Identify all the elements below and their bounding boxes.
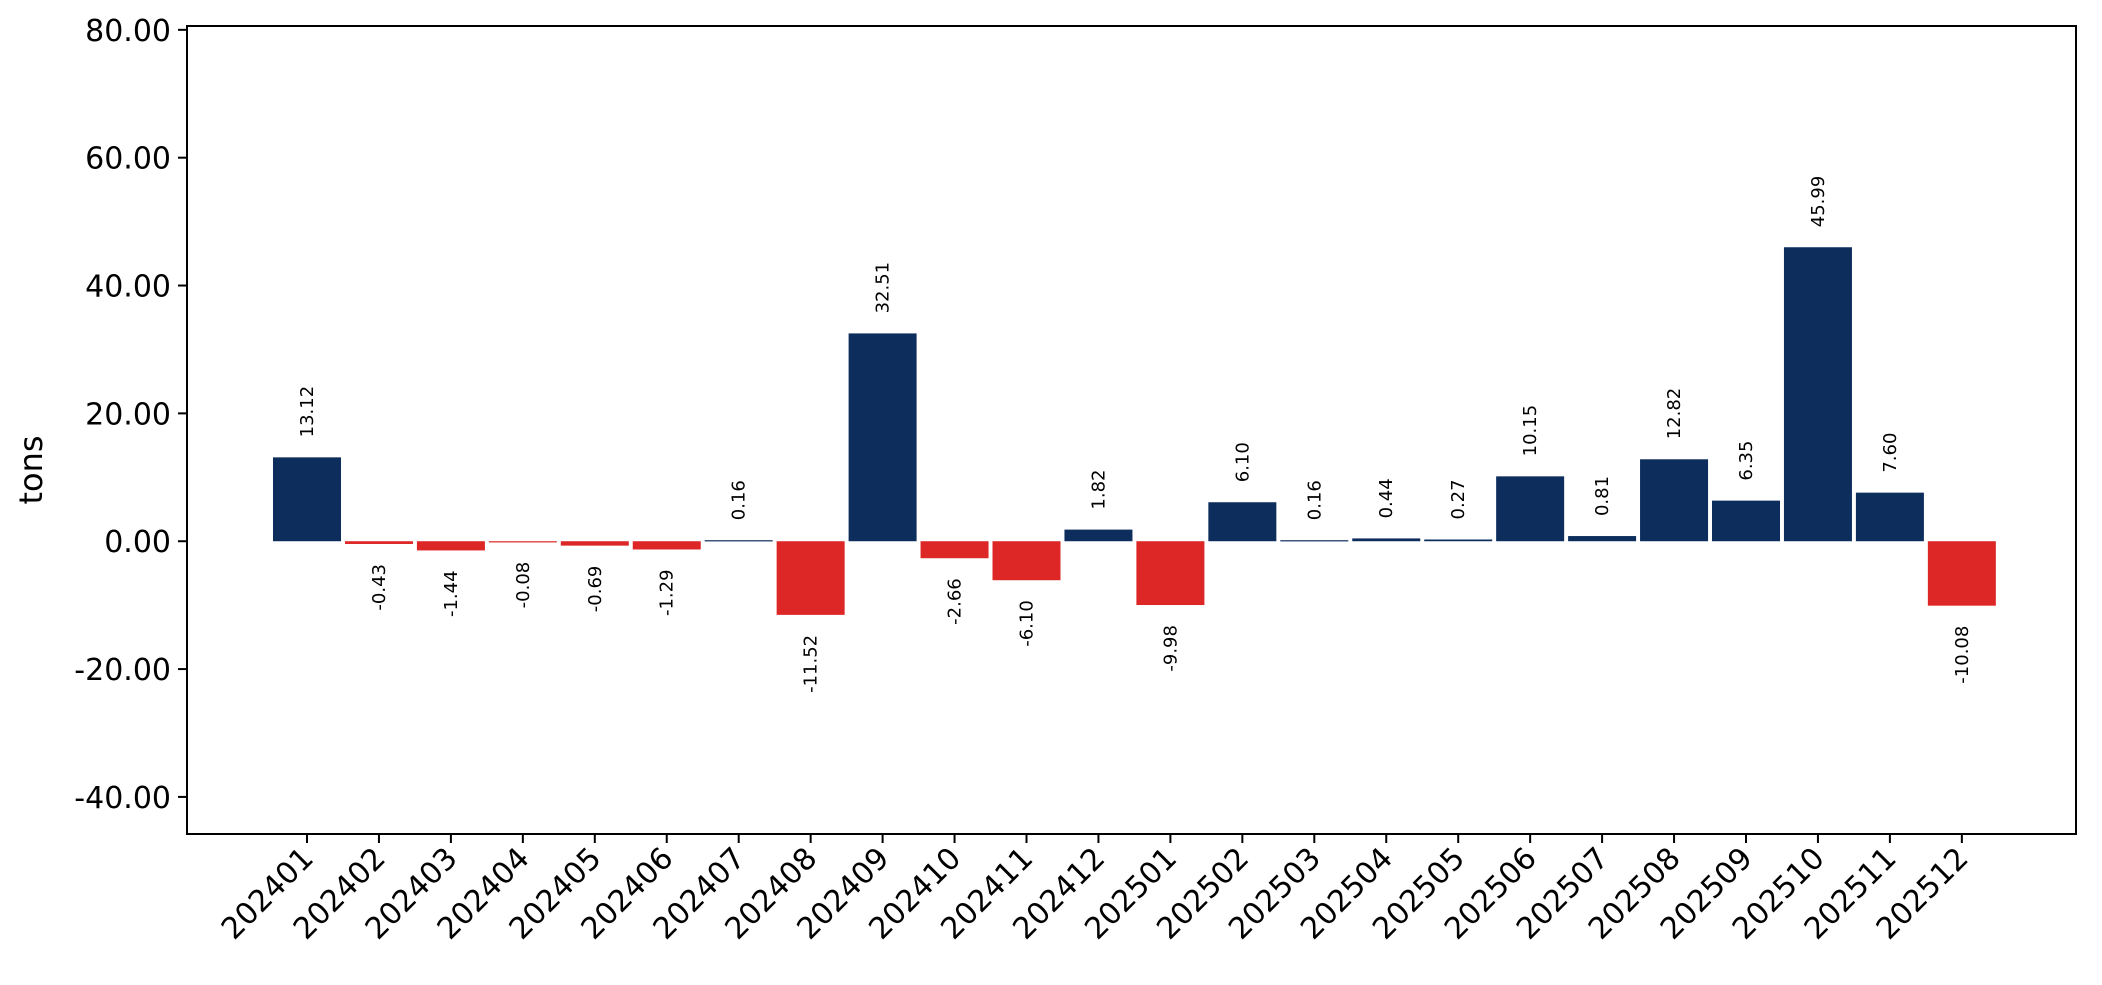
bar-202501 xyxy=(1136,541,1205,606)
value-label-202507: 0.81 xyxy=(1592,476,1613,516)
bar-202502 xyxy=(1208,502,1277,542)
bar-202408 xyxy=(776,541,845,615)
value-label-202401: 13.12 xyxy=(297,386,318,438)
y-tick-label: 20.00 xyxy=(85,397,171,432)
plot-frame xyxy=(186,25,2077,835)
value-label-202501: -9.98 xyxy=(1160,625,1181,672)
bar-202406 xyxy=(632,541,701,550)
bar-202512 xyxy=(1927,541,1996,606)
value-label-202509: 6.35 xyxy=(1736,441,1757,481)
bar-202407 xyxy=(704,540,773,542)
value-label-202404: -0.08 xyxy=(513,562,534,609)
y-tick-label: 60.00 xyxy=(85,142,171,177)
y-tick-label: -40.00 xyxy=(74,781,171,816)
y-tick-label: -20.00 xyxy=(74,653,171,688)
bar-202403 xyxy=(416,541,485,551)
bar-202509 xyxy=(1712,500,1780,542)
value-label-202408: -11.52 xyxy=(801,635,822,693)
value-label-202511: 7.60 xyxy=(1880,433,1901,473)
bars-group xyxy=(273,247,1996,615)
y-tick-label: 0.00 xyxy=(104,525,171,560)
bar-202503 xyxy=(1280,540,1349,542)
bar-202510 xyxy=(1783,247,1852,542)
value-label-202410: -2.66 xyxy=(945,578,966,625)
value-label-202505: 0.27 xyxy=(1448,479,1469,519)
bar-202409 xyxy=(848,333,917,542)
value-label-202402: -0.43 xyxy=(369,564,390,611)
bar-202401 xyxy=(273,457,341,542)
y-axis: -40.00 -20.00 0.00 20.00 40.00 60.00 80.00 xyxy=(74,14,187,816)
value-label-202412: 1.82 xyxy=(1088,470,1109,510)
bar-202504 xyxy=(1352,538,1421,542)
value-label-202504: 0.44 xyxy=(1376,478,1397,518)
value-label-202510: 45.99 xyxy=(1808,176,1829,228)
y-axis-title: tons xyxy=(12,435,50,504)
value-label-202405: -0.69 xyxy=(585,566,606,613)
value-label-202512: -10.08 xyxy=(1952,626,1973,684)
value-label-202411: -6.10 xyxy=(1017,600,1038,647)
value-label-202409: 32.51 xyxy=(873,262,894,314)
bar-202411 xyxy=(992,541,1061,581)
value-label-202506: 10.15 xyxy=(1520,405,1541,457)
y-tick-label: 80.00 xyxy=(85,14,171,49)
bar-202511 xyxy=(1855,492,1924,542)
value-label-202502: 6.10 xyxy=(1232,442,1253,482)
value-label-202406: -1.29 xyxy=(657,569,678,616)
bar-202402 xyxy=(344,541,413,544)
value-label-202407: 0.16 xyxy=(729,480,750,520)
value-label-202503: 0.16 xyxy=(1304,480,1325,520)
bar-202506 xyxy=(1496,476,1565,542)
bar-202412 xyxy=(1064,529,1133,542)
bar-202404 xyxy=(488,541,557,543)
bar-labels-group: 13.12 -0.43 -1.44 -0.08 -0.69 -1.29 0.16 -11.52… xyxy=(297,176,1973,693)
bar-202507 xyxy=(1568,536,1637,542)
value-label-202508: 12.82 xyxy=(1664,388,1685,440)
y-tick-label: 40.00 xyxy=(85,270,171,305)
bar-202505 xyxy=(1424,539,1493,542)
bar-202508 xyxy=(1640,459,1709,542)
bar-202410 xyxy=(920,541,989,559)
bar-202405 xyxy=(560,541,629,546)
value-label-202403: -1.44 xyxy=(441,570,462,617)
